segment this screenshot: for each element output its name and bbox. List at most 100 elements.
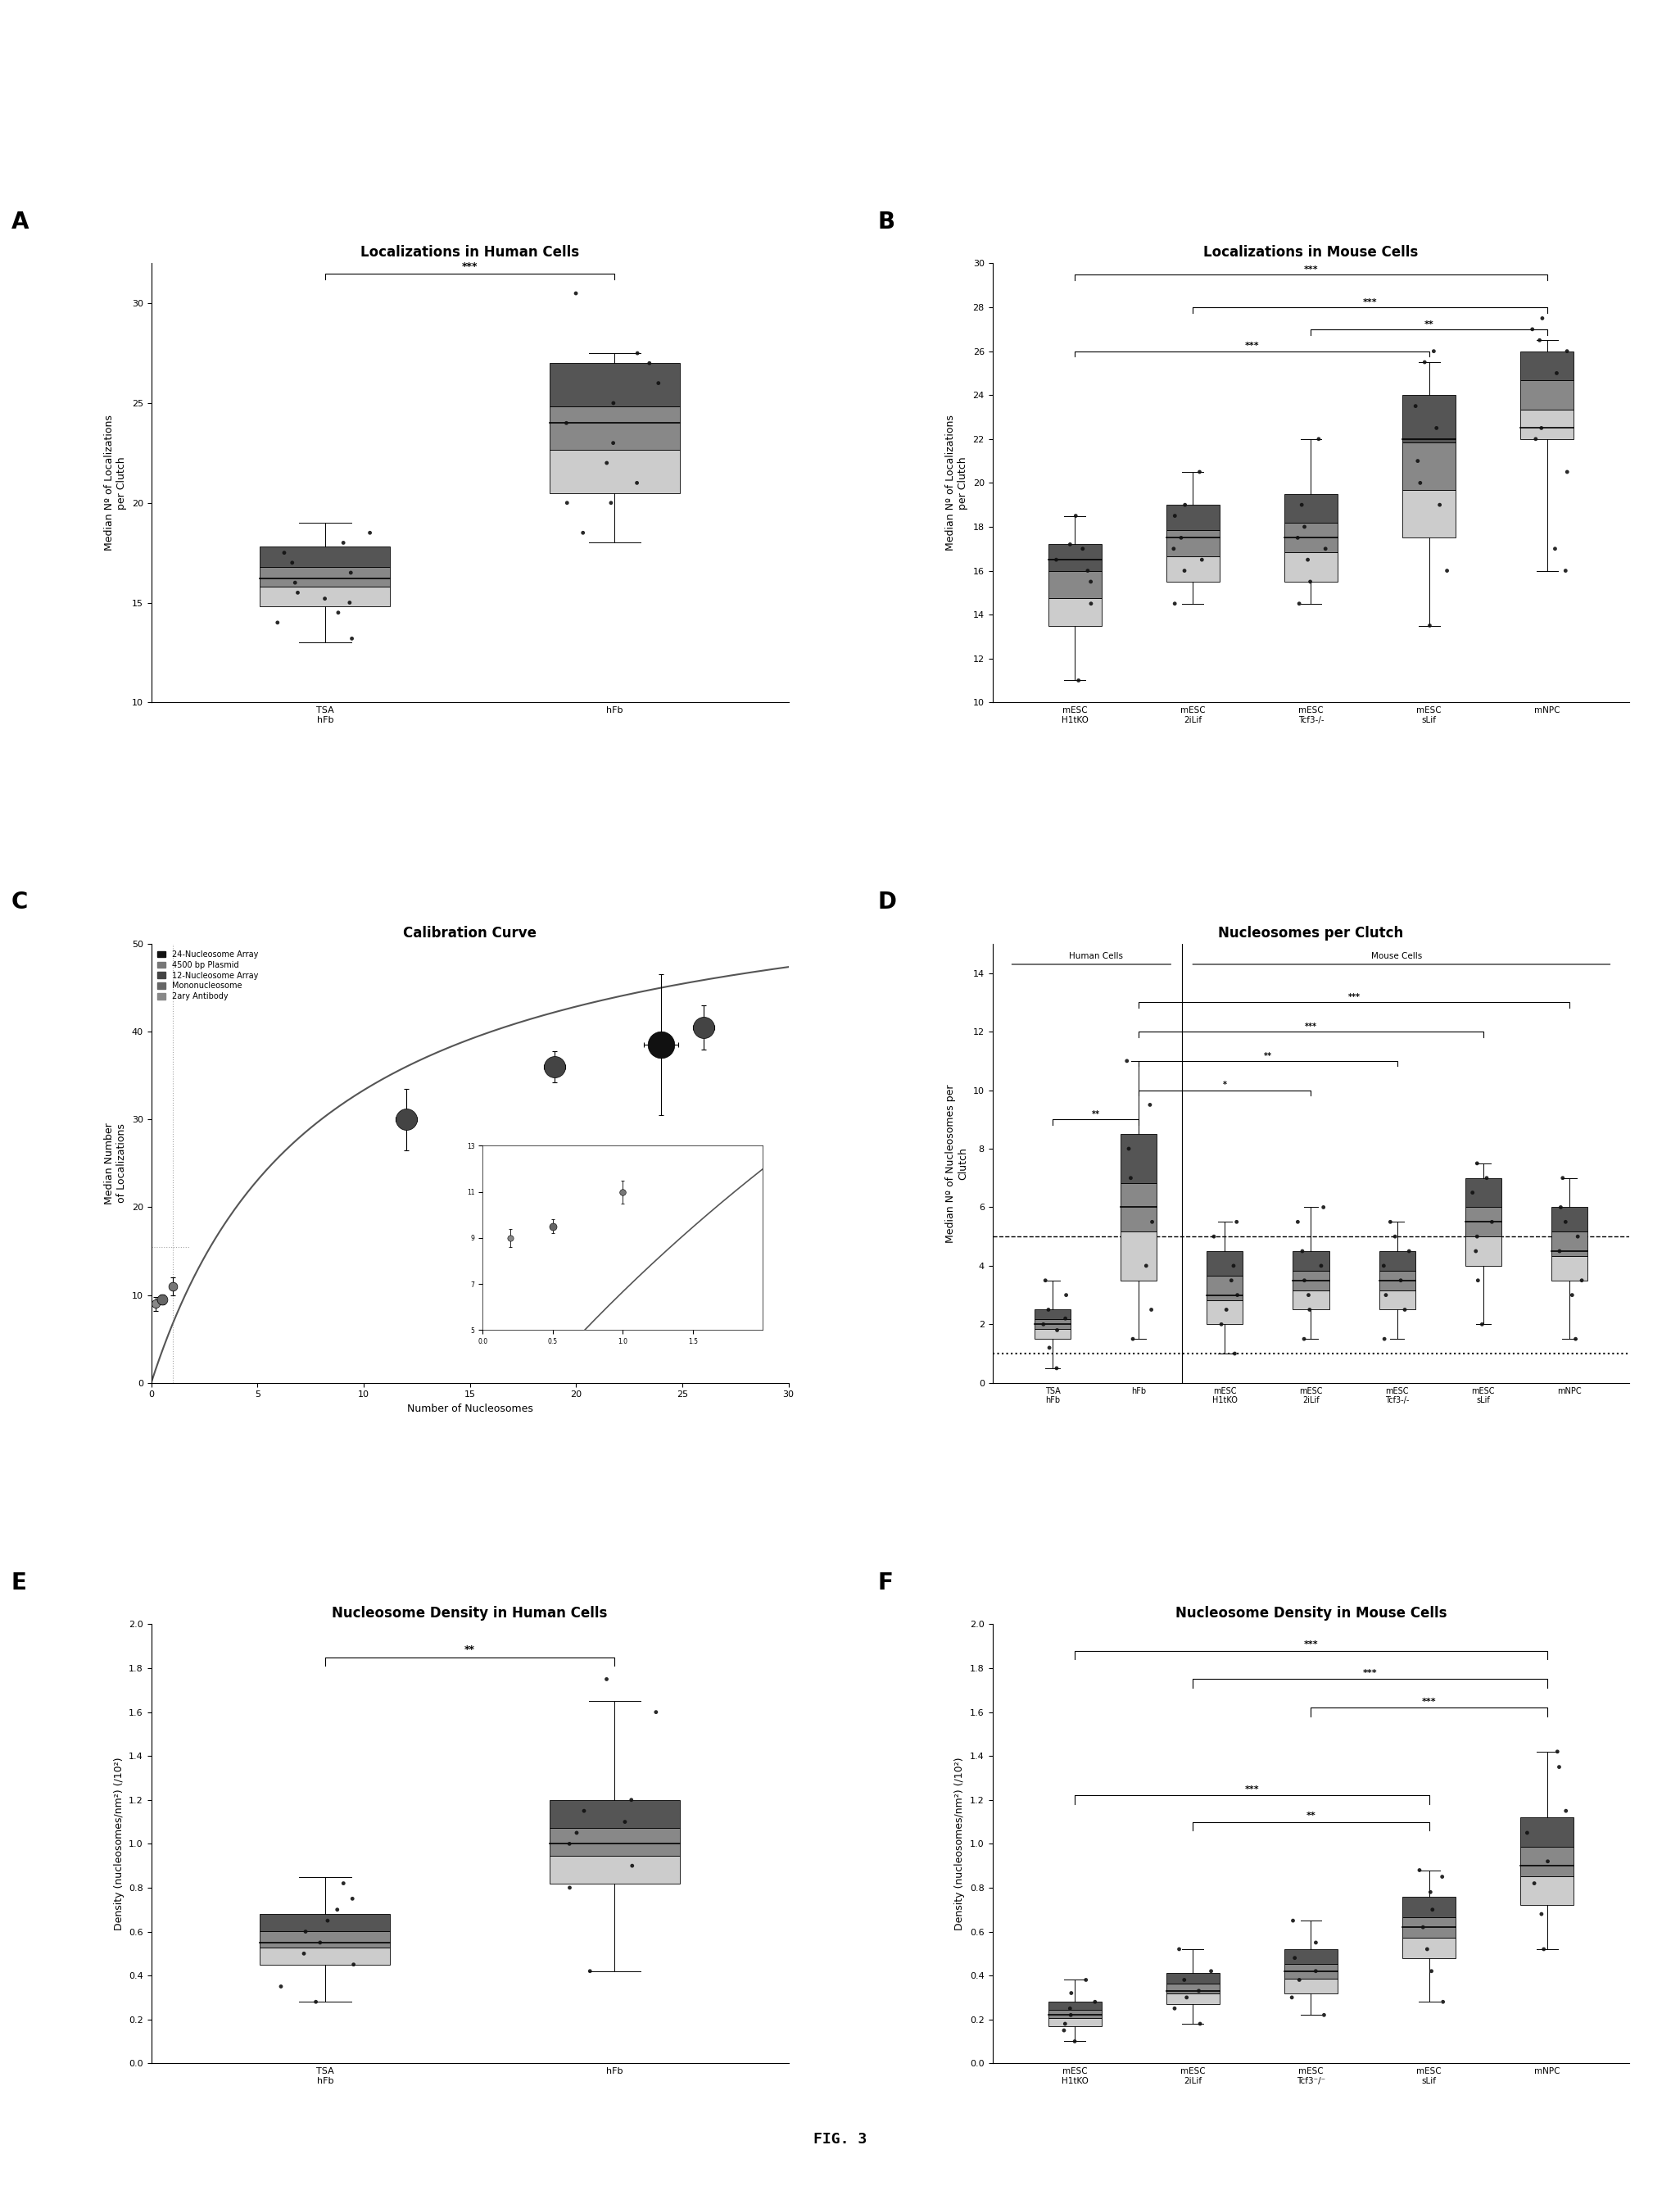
Point xyxy=(1077,564,1104,599)
Point xyxy=(302,1984,329,2019)
Bar xyxy=(1048,571,1102,599)
Point xyxy=(1289,487,1315,522)
Point xyxy=(291,1936,318,1971)
Point xyxy=(1186,454,1213,489)
Text: FIG. 3: FIG. 3 xyxy=(813,2131,867,2147)
Bar xyxy=(1520,1846,1574,1877)
Point xyxy=(593,446,620,481)
Point xyxy=(1168,520,1194,555)
Point xyxy=(339,1947,366,1982)
Point xyxy=(1290,509,1317,544)
Point xyxy=(553,406,580,441)
Text: Human Cells: Human Cells xyxy=(1068,953,1122,959)
Point xyxy=(1065,663,1092,698)
Point xyxy=(1208,1306,1235,1341)
Bar xyxy=(1048,2002,1102,2011)
Y-axis label: Median Nº of Localizations
per Clutch: Median Nº of Localizations per Clutch xyxy=(946,415,968,551)
Point xyxy=(1428,1859,1455,1894)
Bar xyxy=(549,362,680,406)
Point xyxy=(1297,1293,1324,1328)
Point xyxy=(1418,1954,1445,1989)
Title: Nucleosome Density in Human Cells: Nucleosome Density in Human Cells xyxy=(333,1607,608,1620)
Point xyxy=(1161,586,1188,621)
Bar xyxy=(1206,1299,1243,1324)
Point xyxy=(1037,1330,1063,1365)
Bar xyxy=(1520,380,1574,410)
Point xyxy=(1072,1962,1099,1997)
Point xyxy=(637,345,664,380)
Point xyxy=(1525,323,1552,358)
Point xyxy=(338,621,365,656)
Point xyxy=(1302,1954,1329,1989)
Point xyxy=(1569,1262,1596,1297)
Point xyxy=(1534,1844,1561,1879)
Point xyxy=(1297,564,1324,599)
Text: **: ** xyxy=(1305,1811,1315,1820)
Title: Localizations in Human Cells: Localizations in Human Cells xyxy=(361,246,580,259)
Point xyxy=(1117,1161,1144,1196)
Bar xyxy=(1166,1984,1220,1993)
Point xyxy=(1547,1190,1574,1225)
Text: ***: *** xyxy=(1305,1023,1317,1032)
Point xyxy=(1410,1910,1436,1945)
Point xyxy=(618,1848,645,1883)
Point xyxy=(1139,1205,1166,1240)
Bar xyxy=(1121,1231,1158,1280)
Point xyxy=(1462,1234,1488,1269)
Point xyxy=(598,485,625,520)
Bar xyxy=(1551,1231,1588,1256)
Point xyxy=(284,575,311,610)
Point xyxy=(600,426,627,461)
Point xyxy=(1284,520,1310,555)
Bar xyxy=(1206,1251,1243,1275)
Bar xyxy=(1294,1291,1329,1310)
Point xyxy=(267,1969,294,2004)
Title: Nucleosomes per Clutch: Nucleosomes per Clutch xyxy=(1218,926,1404,939)
Point xyxy=(1137,1087,1164,1122)
Point xyxy=(1371,1321,1398,1357)
Point xyxy=(1420,1892,1446,1927)
Bar xyxy=(1166,531,1220,555)
Point xyxy=(1520,1866,1547,1901)
Text: Mouse Cells: Mouse Cells xyxy=(1371,953,1423,959)
Bar xyxy=(1379,1291,1415,1310)
Bar xyxy=(1048,2011,1102,2017)
Bar xyxy=(549,1800,680,1828)
Point xyxy=(541,1049,568,1084)
Text: ***: *** xyxy=(1245,1785,1260,1793)
Point xyxy=(1514,1815,1541,1850)
Bar xyxy=(1520,1877,1574,1905)
Bar xyxy=(1551,1256,1588,1280)
Point xyxy=(1284,1205,1310,1240)
Point xyxy=(1132,1249,1159,1284)
Point xyxy=(1388,1262,1415,1297)
Text: ***: *** xyxy=(1304,1640,1319,1648)
Point xyxy=(1057,1997,1084,2033)
Bar xyxy=(1048,599,1102,626)
Point xyxy=(1282,1940,1309,1976)
Point xyxy=(1171,553,1198,588)
Bar xyxy=(1465,1207,1502,1236)
Point xyxy=(1220,1249,1247,1284)
Point xyxy=(1426,487,1453,522)
Bar xyxy=(1520,351,1574,380)
Point xyxy=(1213,1293,1240,1328)
Point xyxy=(1406,1853,1433,1888)
Bar xyxy=(1166,505,1220,531)
Point xyxy=(1559,1277,1586,1313)
Bar xyxy=(260,566,390,586)
Bar xyxy=(1520,410,1574,439)
Point xyxy=(1552,1793,1579,1828)
Point xyxy=(1290,1321,1317,1357)
Point xyxy=(1077,586,1104,621)
Bar xyxy=(1294,1271,1329,1291)
Point xyxy=(1289,1234,1315,1269)
Point xyxy=(1116,1130,1142,1166)
Point xyxy=(292,1914,319,1949)
Point xyxy=(1391,1293,1418,1328)
Point xyxy=(1307,1249,1334,1284)
Point xyxy=(279,544,306,579)
Bar xyxy=(1206,1275,1243,1299)
Text: A: A xyxy=(12,211,29,233)
Point xyxy=(1546,1234,1572,1269)
